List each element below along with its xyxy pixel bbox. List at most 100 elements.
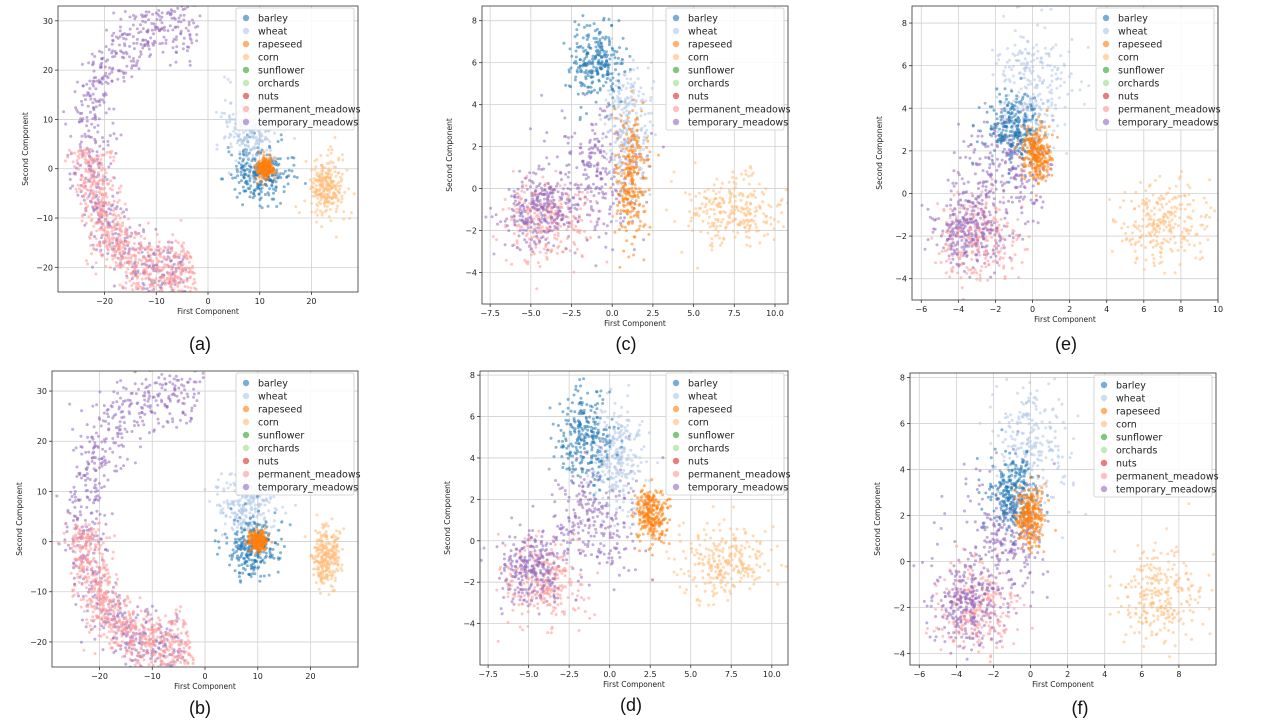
data-point-temporary_meadows <box>83 132 87 136</box>
data-point-corn <box>336 536 340 540</box>
data-point-permanent_meadows <box>87 575 91 579</box>
data-point-permanent_meadows <box>99 220 103 223</box>
data-point-rapeseed <box>255 181 259 185</box>
data-point-permanent_meadows <box>83 154 87 158</box>
data-point-temporary_meadows <box>107 48 111 52</box>
data-point-permanent_meadows <box>191 271 195 275</box>
data-point-permanent_meadows <box>100 163 104 167</box>
data-point-temporary_meadows <box>107 107 111 111</box>
data-point-barley <box>240 530 244 534</box>
data-point-corn <box>330 585 334 589</box>
data-point-wheat <box>247 156 251 160</box>
data-point-permanent_meadows <box>108 155 112 159</box>
data-point-permanent_meadows <box>180 294 183 297</box>
data-point-temporary_meadows <box>119 379 123 383</box>
data-point-wheat <box>272 524 276 528</box>
data-point-barley <box>229 173 233 177</box>
data-point-barley <box>230 555 234 559</box>
data-point-temporary_meadows <box>86 496 90 499</box>
data-point-permanent_meadows <box>182 241 186 245</box>
data-point-wheat <box>235 141 239 145</box>
data-point-barley <box>277 528 281 532</box>
data-point-permanent_meadows <box>137 628 141 632</box>
data-point-temporary_meadows <box>89 490 93 494</box>
data-point-permanent_meadows <box>147 619 151 623</box>
data-point-permanent_meadows <box>102 604 106 608</box>
data-point-permanent_meadows <box>106 583 110 587</box>
data-point-barley <box>263 523 267 527</box>
y-tick-label: −20 <box>36 263 53 272</box>
data-point-permanent_meadows <box>119 302 122 305</box>
data-point-rapeseed <box>262 154 266 157</box>
data-point-barley <box>233 537 237 541</box>
data-point-permanent_meadows <box>99 187 102 191</box>
data-point-temporary_meadows <box>85 124 89 128</box>
data-point-barley <box>249 575 253 578</box>
data-point-permanent_meadows <box>184 254 188 258</box>
data-point-permanent_meadows <box>186 639 190 643</box>
data-point-permanent_meadows <box>171 650 175 654</box>
data-point-permanent_meadows <box>127 252 131 256</box>
data-point-permanent_meadows <box>124 615 128 619</box>
data-point-corn <box>323 558 327 562</box>
data-point-barley <box>243 544 247 548</box>
data-point-permanent_meadows <box>64 522 68 526</box>
data-point-corn <box>319 196 323 200</box>
data-point-temporary_meadows <box>165 12 169 15</box>
data-point-temporary_meadows <box>119 467 123 470</box>
data-point-wheat <box>220 111 224 115</box>
data-point-permanent_meadows <box>108 642 112 646</box>
data-point-wheat <box>235 516 238 520</box>
data-point-temporary_meadows <box>175 366 178 369</box>
data-point-barley <box>241 185 245 189</box>
data-point-temporary_meadows <box>72 514 76 518</box>
data-point-temporary_meadows <box>128 636 132 639</box>
legend-label-sunflower: sunflower <box>258 431 304 442</box>
data-point-wheat <box>228 118 232 122</box>
data-point-permanent_meadows <box>154 630 158 634</box>
data-point-permanent_meadows <box>180 297 183 300</box>
data-point-temporary_meadows <box>168 374 172 378</box>
data-point-temporary_meadows <box>158 42 162 46</box>
data-point-permanent_meadows <box>155 256 159 260</box>
data-point-temporary_meadows <box>128 27 132 31</box>
data-point-barley <box>233 569 237 573</box>
data-point-temporary_meadows <box>143 412 147 416</box>
data-point-temporary_meadows <box>76 110 80 114</box>
data-point-corn <box>328 573 332 577</box>
data-point-permanent_meadows <box>109 627 113 631</box>
data-point-permanent_meadows <box>94 545 97 549</box>
data-point-temporary_meadows <box>93 548 97 552</box>
data-point-permanent_meadows <box>148 667 151 670</box>
data-point-temporary_meadows <box>184 673 187 676</box>
data-point-wheat <box>222 489 226 493</box>
data-point-temporary_meadows <box>55 494 59 498</box>
data-point-temporary_meadows <box>100 464 104 468</box>
data-point-permanent_meadows <box>182 249 185 253</box>
data-point-permanent_meadows <box>94 272 98 276</box>
data-point-permanent_meadows <box>104 225 108 229</box>
data-point-permanent_meadows <box>102 153 106 157</box>
data-point-permanent_meadows <box>96 528 100 532</box>
data-point-wheat <box>225 119 228 123</box>
data-point-permanent_meadows <box>89 190 93 194</box>
data-point-barley <box>295 176 299 179</box>
data-point-permanent_meadows <box>93 652 97 655</box>
data-point-temporary_meadows <box>86 489 90 492</box>
data-point-corn <box>330 517 334 521</box>
data-point-permanent_meadows <box>142 628 146 632</box>
data-point-permanent_meadows <box>106 225 110 229</box>
data-point-permanent_meadows <box>79 598 83 602</box>
data-point-rapeseed <box>255 540 259 543</box>
data-point-permanent_meadows <box>156 270 160 274</box>
data-point-permanent_meadows <box>141 246 144 250</box>
data-point-temporary_meadows <box>85 505 89 509</box>
data-point-permanent_meadows <box>126 633 130 637</box>
x-tick-label: 20 <box>306 297 316 306</box>
data-point-temporary_meadows <box>115 137 119 141</box>
data-point-permanent_meadows <box>110 630 114 633</box>
data-point-permanent_meadows <box>137 654 141 658</box>
data-point-wheat <box>234 159 238 163</box>
data-point-wheat <box>243 165 247 169</box>
data-point-temporary_meadows <box>98 144 102 148</box>
